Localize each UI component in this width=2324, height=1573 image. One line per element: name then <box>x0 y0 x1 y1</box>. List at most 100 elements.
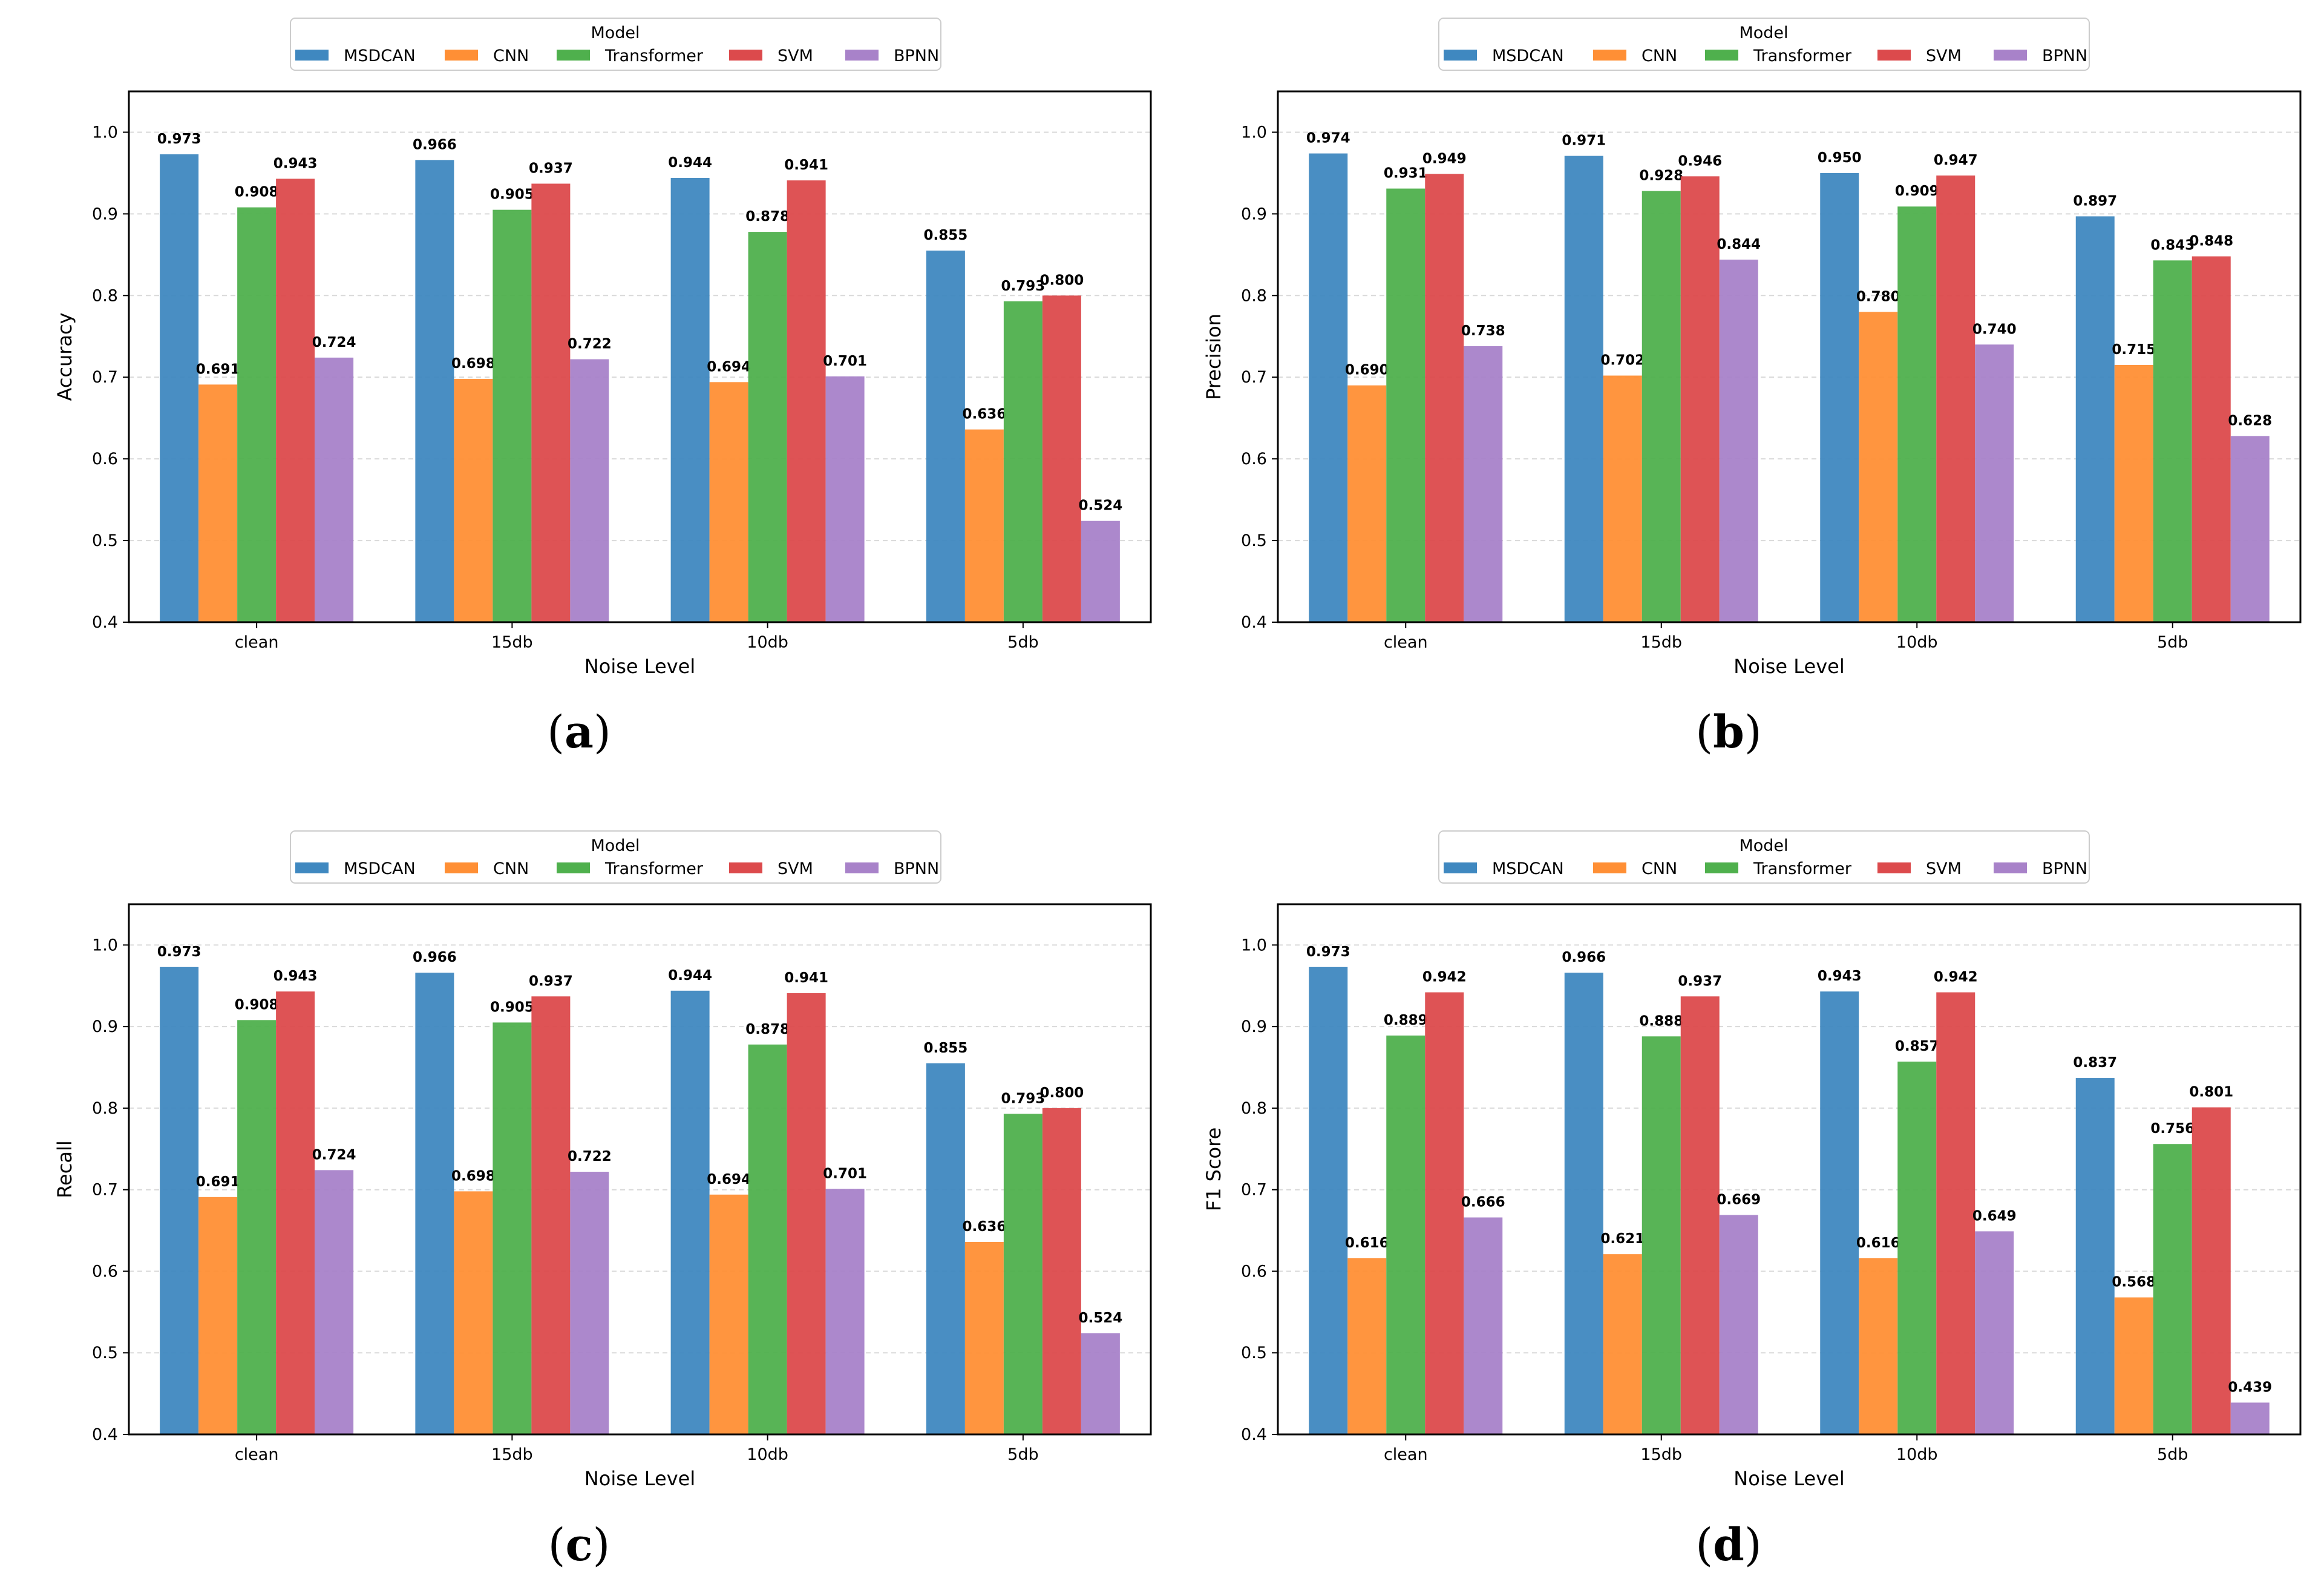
bar-value-label: 0.636 <box>962 1219 1006 1235</box>
bar-msdcan-15db <box>1564 973 1603 1434</box>
x-tick-label: 5db <box>2157 1445 2188 1464</box>
x-tick-label: 10db <box>1896 633 1938 652</box>
legend-label-cnn: CNN <box>493 859 529 878</box>
legend-label-bpnn: BPNN <box>2042 47 2087 65</box>
legend-title: Model <box>591 836 640 855</box>
panel-caption: (d) <box>1695 1519 1762 1571</box>
legend-label-msdcan: MSDCAN <box>344 859 416 878</box>
bar-value-label: 0.947 <box>1934 153 1978 168</box>
panel-caption-letter: c <box>565 1519 592 1571</box>
legend-swatch-transformer <box>557 50 590 61</box>
legend-swatch-msdcan <box>1444 50 1477 61</box>
bar-cnn-clean <box>1347 385 1387 622</box>
bar-svm-15db <box>1680 176 1720 622</box>
y-tick-label: 0.8 <box>1241 1099 1267 1118</box>
bar-value-label: 0.857 <box>1895 1039 1939 1054</box>
legend-swatch-bpnn <box>845 862 879 873</box>
x-tick-label: 10db <box>1896 1445 1938 1464</box>
bar-value-label: 0.946 <box>1678 153 1722 169</box>
bar-value-label: 0.698 <box>451 356 496 372</box>
legend-swatch-svm <box>729 862 762 873</box>
bar-value-label: 0.966 <box>413 137 457 153</box>
legend-label-transformer: Transformer <box>604 47 704 65</box>
bar-bpnn-10db <box>1975 1231 2014 1434</box>
x-tick-label: clean <box>1384 633 1428 652</box>
legend-label-bpnn: BPNN <box>2042 859 2087 878</box>
bar-cnn-clean <box>198 384 238 622</box>
legend-swatch-svm <box>1877 862 1911 873</box>
bar-cnn-15db <box>1603 1254 1642 1434</box>
bar-value-label: 0.973 <box>157 944 201 960</box>
bar-value-label: 0.844 <box>1717 237 1761 252</box>
panel-caption: (c) <box>548 1519 610 1571</box>
legend-label-cnn: CNN <box>493 47 529 65</box>
panel-caption-letter: a <box>565 706 594 758</box>
bar-value-label: 0.966 <box>1562 950 1606 965</box>
bar-svm-clean <box>1425 174 1464 622</box>
bar-transformer-10db <box>1897 1062 1937 1434</box>
bar-value-label: 0.937 <box>529 160 573 176</box>
bar-value-label: 0.942 <box>1422 970 1467 985</box>
bar-svm-5db <box>1042 1108 1081 1434</box>
panel-caption: (a) <box>547 706 611 758</box>
legend-label-svm: SVM <box>1926 47 1962 65</box>
x-tick-label: 15db <box>1640 1445 1682 1464</box>
bar-value-label: 0.905 <box>490 999 534 1015</box>
panel-accuracy: 0.4 0.5 0.6 0.7 0.8 0.9 1.0 0.973 0.691 0.908 0.94… <box>53 18 1152 758</box>
bar-msdcan-10db <box>670 178 710 623</box>
x-tick-label: 15db <box>491 633 533 652</box>
bar-cnn-5db <box>2114 364 2153 622</box>
bar-transformer-10db <box>748 232 787 622</box>
legend-label-transformer: Transformer <box>1753 47 1852 65</box>
bar-bpnn-15db <box>1719 1215 1758 1434</box>
bar-value-label: 0.793 <box>1001 1091 1045 1106</box>
bar-msdcan-clean <box>160 967 199 1434</box>
legend-label-bpnn: BPNN <box>894 859 939 878</box>
y-axis-title: Recall <box>53 1140 76 1198</box>
x-tick-label: clean <box>235 1445 279 1464</box>
bar-cnn-5db <box>964 1241 1004 1434</box>
x-tick-label: 5db <box>1007 633 1038 652</box>
bar-cnn-clean <box>198 1197 238 1434</box>
bar-bpnn-10db <box>825 1189 865 1434</box>
bar-value-label: 0.439 <box>2228 1379 2272 1395</box>
bar-value-label: 0.966 <box>413 950 457 965</box>
bar-transformer-5db <box>1003 301 1043 622</box>
bar-cnn-5db <box>964 429 1004 622</box>
bar-svm-clean <box>276 179 315 623</box>
x-tick-label: clean <box>1384 1445 1428 1464</box>
bar-value-label: 0.616 <box>1345 1235 1389 1251</box>
bar-value-label: 0.616 <box>1856 1235 1900 1251</box>
bar-value-label: 0.724 <box>312 1147 356 1163</box>
x-tick-label: 5db <box>1007 1445 1038 1464</box>
legend-swatch-cnn <box>1593 50 1626 61</box>
bar-value-label: 0.848 <box>2189 234 2233 249</box>
bar-transformer-15db <box>1642 1036 1681 1434</box>
bar-value-label: 0.524 <box>1078 498 1122 514</box>
bar-value-label: 0.800 <box>1039 272 1084 288</box>
y-tick-label: 0.5 <box>92 531 118 550</box>
legend-label-transformer: Transformer <box>1753 859 1852 878</box>
bar-svm-10db <box>787 180 826 622</box>
legend-label-svm: SVM <box>1926 859 1962 878</box>
bar-value-label: 0.973 <box>1306 944 1350 960</box>
bar-bpnn-5db <box>1081 1333 1120 1434</box>
bar-value-label: 0.690 <box>1345 363 1389 378</box>
legend-label-msdcan: MSDCAN <box>344 47 416 65</box>
bar-bpnn-clean <box>315 1170 354 1434</box>
bar-msdcan-10db <box>1820 991 1859 1434</box>
legend-label-cnn: CNN <box>1642 859 1677 878</box>
bar-bpnn-5db <box>1081 521 1120 622</box>
plot-frame <box>1277 903 2302 1436</box>
bar-value-label: 0.943 <box>1818 968 1862 984</box>
y-tick-label: 1.0 <box>1241 123 1267 142</box>
bar-msdcan-5db <box>2075 216 2115 622</box>
legend-swatch-bpnn <box>845 50 879 61</box>
y-tick-label: 0.6 <box>1241 1262 1267 1281</box>
bar-value-label: 0.928 <box>1639 168 1683 184</box>
legend-swatch-transformer <box>1705 862 1738 873</box>
bar-value-label: 0.740 <box>1972 321 2017 337</box>
legend: Model MSDCAN CNN Transformer SVM BPNN <box>1438 18 2090 71</box>
bar-cnn-10db <box>1859 1258 1898 1434</box>
